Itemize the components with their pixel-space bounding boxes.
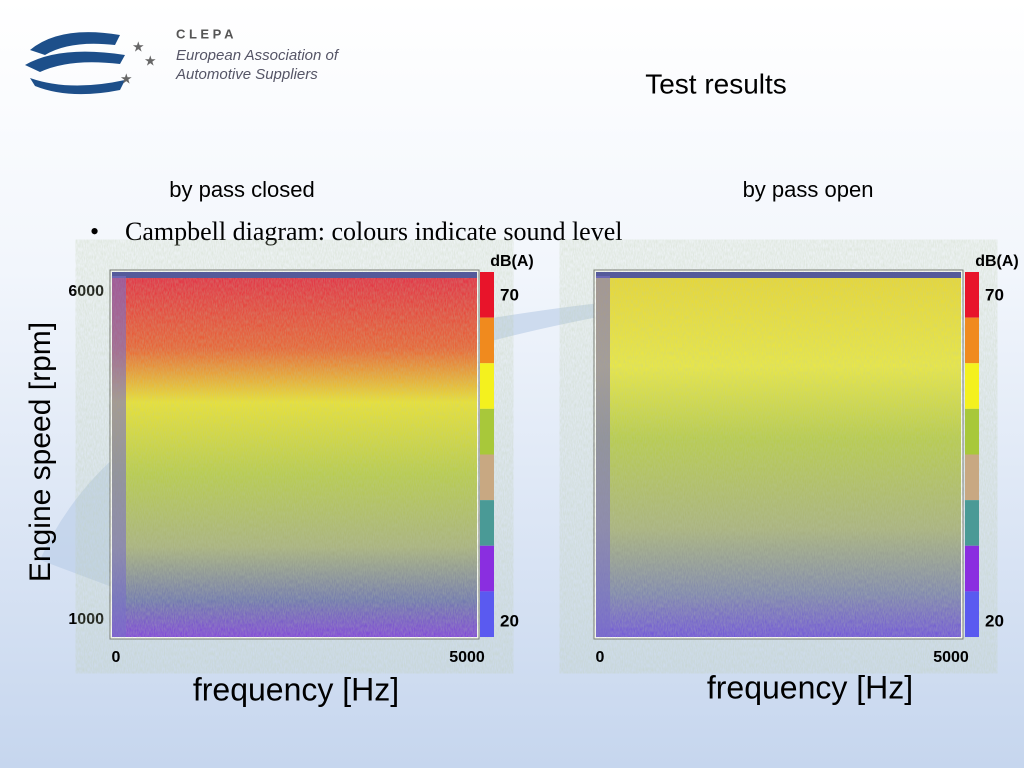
- colorbar-band: [965, 363, 979, 409]
- bullet-text: Campbell diagram: colours indicate sound…: [125, 217, 622, 246]
- colorbar-band: [965, 272, 979, 318]
- colorbar-max: 70: [985, 285, 1004, 304]
- caption: by pass closed: [169, 177, 315, 202]
- colorbar-band: [965, 454, 979, 501]
- heatmap-texture: [112, 276, 477, 637]
- colorbar-band: [480, 363, 494, 409]
- colorbar-band: [480, 454, 494, 501]
- svg-text:★: ★: [120, 71, 133, 87]
- colorbar-band: [480, 317, 494, 364]
- heatmap-texture: [596, 276, 961, 637]
- colorbar-label: dB(A): [975, 253, 1019, 270]
- logo-line: European Association of: [176, 47, 340, 64]
- heatmap-left: [112, 276, 126, 637]
- colorbar-min: 20: [500, 611, 519, 630]
- title: Test results: [645, 68, 787, 99]
- colorbar-band: [480, 545, 494, 592]
- colorbar-min: 20: [985, 611, 1004, 630]
- colorbar-band: [965, 591, 979, 637]
- colorbar-band: [965, 545, 979, 592]
- colorbar-band: [965, 500, 979, 546]
- y-top: 6000: [68, 283, 104, 300]
- y-bottom: 1000: [68, 611, 104, 628]
- logo: ★★★: [25, 32, 157, 95]
- y-axis-label: Engine speed [rpm]: [24, 322, 57, 582]
- heatmap-top: [112, 272, 477, 278]
- heatmap-left: [596, 276, 610, 637]
- caption: by pass open: [743, 177, 874, 202]
- colorbar-band: [480, 272, 494, 318]
- x-right: 5000: [449, 649, 485, 666]
- bullet-dot: •: [90, 217, 99, 246]
- svg-text:★: ★: [144, 53, 157, 69]
- logo-name: C L E P A: [176, 26, 234, 41]
- logo-line: Automotive Suppliers: [175, 66, 318, 83]
- colorbar-band: [965, 317, 979, 364]
- colorbar-label: dB(A): [490, 253, 534, 270]
- x-axis-label: frequency [Hz]: [193, 671, 399, 707]
- colorbar-band: [480, 591, 494, 637]
- colorbar-band: [965, 408, 979, 455]
- x-axis-label: frequency [Hz]: [707, 669, 913, 705]
- colorbar-band: [480, 408, 494, 455]
- heatmap-top: [596, 272, 961, 278]
- x-right: 5000: [933, 649, 969, 666]
- colorbar-max: 70: [500, 285, 519, 304]
- x-left: 0: [596, 649, 605, 666]
- x-left: 0: [112, 649, 121, 666]
- svg-text:★: ★: [132, 39, 145, 55]
- colorbar-band: [480, 500, 494, 546]
